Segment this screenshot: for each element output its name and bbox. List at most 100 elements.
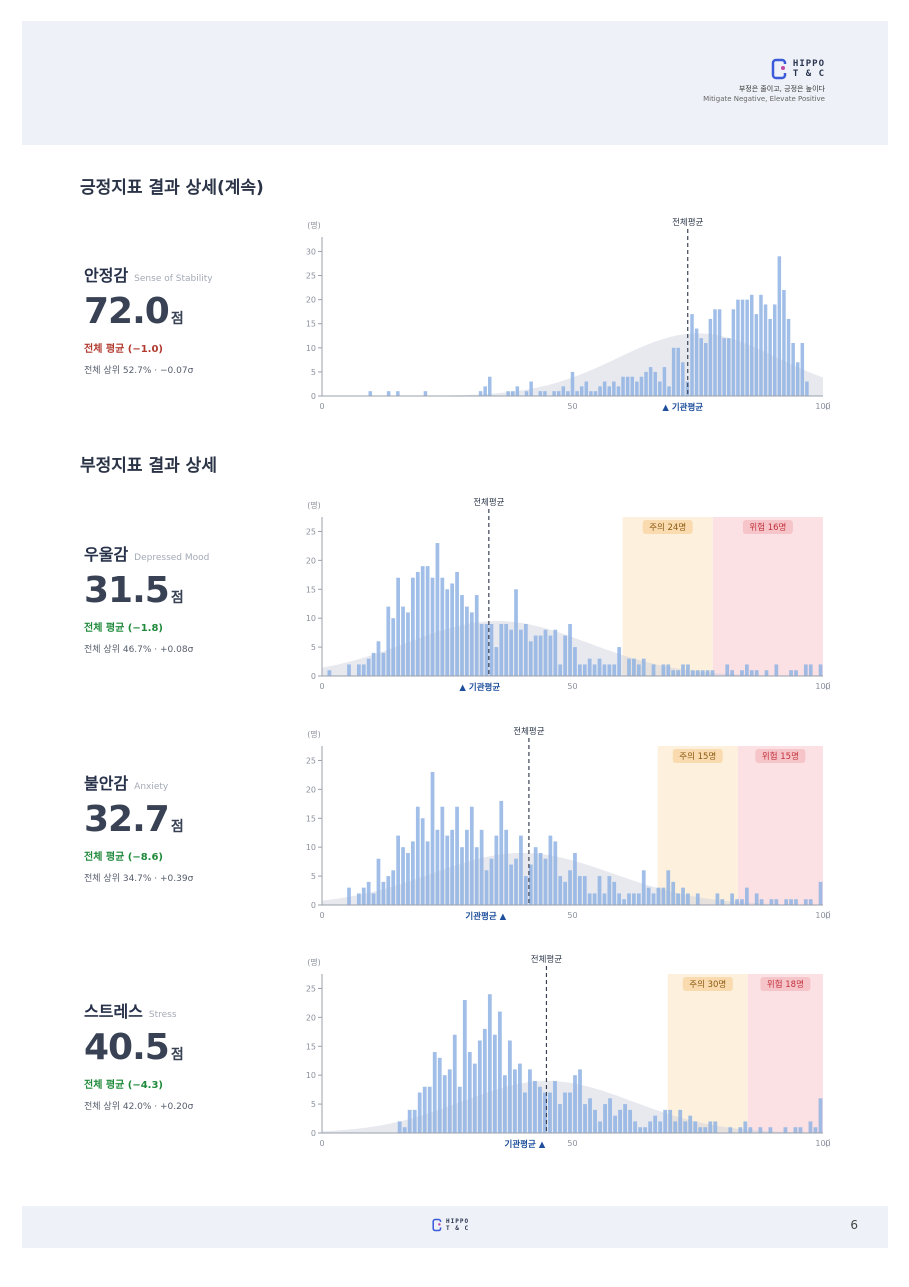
histogram-bar (391, 618, 396, 676)
histogram-bar (627, 893, 631, 905)
histogram-bar (430, 577, 435, 676)
histogram-bar (693, 1121, 698, 1133)
histogram-bar (618, 1109, 622, 1133)
histogram-bar (789, 670, 793, 676)
histogram-bar (686, 893, 690, 905)
tagline-english: Mitigate Negative, Elevate Positive (703, 95, 825, 103)
histogram-bar (800, 343, 805, 396)
histogram-bar (805, 381, 809, 396)
histogram-bar (758, 1127, 763, 1133)
histogram-bar (593, 391, 598, 396)
histogram-bar (641, 870, 646, 905)
histogram-bar (356, 664, 361, 676)
histogram-bar (593, 1109, 597, 1133)
histogram-bar (818, 664, 823, 676)
y-tick-label: 10 (306, 843, 316, 852)
histogram-bar (774, 664, 779, 676)
histogram-bar (671, 670, 676, 676)
histogram-bar (685, 381, 690, 396)
risk-zone-danger (737, 746, 823, 905)
metric-name-en: Depressed Mood (134, 553, 210, 563)
metric-name: 우울감 (84, 545, 129, 564)
histogram-bar (533, 635, 538, 676)
histogram-bar (662, 367, 667, 396)
zone-badge-caution (672, 749, 723, 763)
histogram-bar (543, 858, 548, 905)
histogram-bar (568, 1092, 572, 1133)
histogram-bar (671, 881, 676, 905)
histogram-bar (368, 391, 373, 396)
histogram-bar (808, 664, 813, 676)
histogram-bar (528, 1069, 532, 1133)
institution-average-label: ▲ 기관평균 (662, 402, 703, 413)
histogram-bar (376, 858, 381, 905)
histogram-bar (566, 391, 570, 396)
histogram-bar (538, 635, 543, 676)
histogram-bar (794, 670, 798, 676)
y-tick-label: 25 (306, 272, 316, 281)
histogram-bar (710, 670, 715, 676)
x-tick-label: 0 (319, 911, 324, 920)
overall-average-label: 전체평균 (513, 726, 544, 737)
metric-stability: 안정감 Sense of Stability 72.0 점 전체 평균 (−1.0)… (84, 262, 294, 376)
histogram-bar (808, 1121, 813, 1133)
histogram-bar (653, 1115, 658, 1133)
histogram-bar (630, 376, 634, 396)
institution-average-label: 기관평균 ▲ (465, 911, 506, 922)
histogram-bar (437, 1057, 442, 1133)
histogram-bar (607, 876, 612, 905)
x-tick-label: 50 (567, 911, 577, 920)
page-number: 6 (850, 1218, 858, 1232)
metric-score-unit: 점 (170, 819, 184, 835)
histogram-bar (497, 1011, 502, 1133)
y-unit-label: (명) (307, 729, 321, 739)
histogram-bar (504, 829, 509, 905)
y-tick-label: 15 (306, 585, 316, 594)
histogram-bar (722, 338, 726, 396)
metric-name: 스트레스 (84, 1002, 143, 1021)
histogram-bar (676, 670, 680, 676)
histogram-bar (661, 664, 666, 676)
histogram-bar (469, 612, 474, 676)
histogram-bar (460, 847, 464, 905)
histogram-bar (506, 391, 510, 396)
histogram-bar (423, 391, 428, 396)
histogram-bar (553, 1080, 557, 1133)
histogram-bar (616, 386, 621, 396)
histogram-bar (563, 635, 567, 676)
y-tick-label: 25 (306, 756, 316, 765)
histogram-bar (621, 376, 625, 396)
histogram-bar (625, 376, 630, 396)
y-tick-label: 5 (311, 872, 316, 881)
histogram-bar (715, 893, 720, 905)
y-tick-label: 0 (311, 1129, 316, 1138)
histogram-bar (789, 899, 793, 905)
histogram-bar (681, 664, 685, 676)
histogram-bar (602, 893, 607, 905)
metric-score: 32.7 (84, 799, 170, 840)
chart-depressed: 주의 24명 위험 16명 0 5 10 15 20 25 (명) 0 50 100(점) 전체평균 ▲ … (300, 495, 830, 695)
histogram-bar (598, 1121, 602, 1133)
chart-anxiety: 주의 15명 위험 15명 0 5 10 15 20 25 (명) 0 50 100(점) 전체평균기관… (300, 724, 830, 924)
histogram-bar (573, 852, 577, 905)
histogram-bar (808, 899, 813, 905)
risk-zone-caution (667, 974, 748, 1133)
histogram-bar (578, 664, 582, 676)
histogram-bar (803, 899, 808, 905)
zone-badge-danger (742, 520, 793, 534)
histogram-bar (582, 876, 587, 905)
histogram-bar (558, 664, 563, 676)
histogram-bar (435, 543, 440, 676)
histogram-bar (465, 606, 469, 676)
histogram-bar (512, 1069, 517, 1133)
histogram-bar (602, 664, 607, 676)
histogram-bar (396, 577, 400, 676)
histogram-bar (695, 893, 700, 905)
histogram-bar (568, 623, 572, 676)
metric-name: 불안감 (84, 774, 129, 793)
histogram-bar (651, 664, 656, 676)
histogram-bar (420, 566, 425, 676)
histogram-bar (673, 1121, 678, 1133)
y-tick-label: 15 (306, 320, 316, 329)
metric-rank: 전체 상위 34.7% · +0.39σ (84, 874, 194, 884)
